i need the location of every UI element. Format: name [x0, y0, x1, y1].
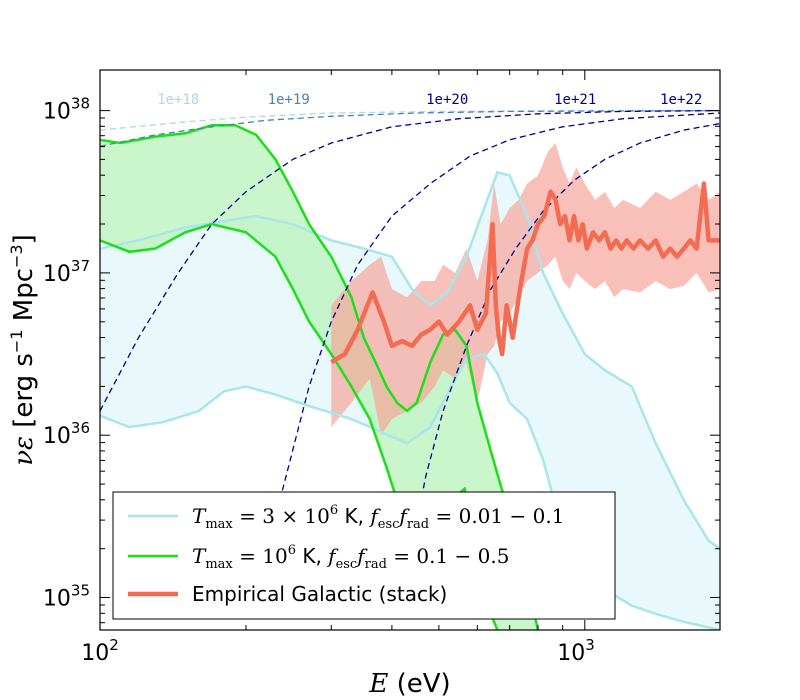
- dashed-curves: [100, 109, 720, 558]
- legend: Tmax = 3 × 106 K, fescfrad = 0.01 − 0.1 …: [112, 491, 616, 620]
- annotation-1e+21: 1e+21: [554, 92, 596, 108]
- y-tick-label-38: 1038: [43, 95, 90, 125]
- dashed-curve-1e+21: [279, 112, 720, 501]
- dashed-curve-1e+20: [100, 109, 720, 412]
- annotation-1e+22: 1e+22: [660, 92, 702, 108]
- annotation-1e+18: 1e+18: [157, 92, 199, 108]
- legend-box: [112, 491, 616, 620]
- dashed-curve-1e+19: [100, 109, 720, 147]
- red-band-fill: [331, 143, 720, 436]
- x-axis-label: E (eV): [368, 669, 450, 699]
- dashed-curve-1e+22: [408, 122, 720, 558]
- annotation-1e+20: 1e+20: [426, 92, 468, 108]
- x-tick-label-1000: 103: [557, 636, 595, 666]
- empirical-stack-line: [330, 181, 720, 365]
- plot-frame: [99, 69, 721, 631]
- green-upper-line: [100, 123, 540, 630]
- dashed-curve-annotations: 1e+18 1e+19 1e+20 1e+21 1e+22: [157, 92, 702, 108]
- y-axis-label: νε [erg s−1 Mpc−3]: [7, 234, 39, 466]
- y-tick-label-36: 1036: [43, 419, 90, 449]
- annotation-1e+19: 1e+19: [268, 92, 310, 108]
- axis-ticks: [99, 70, 720, 630]
- x-tick-label-100: 102: [81, 636, 119, 666]
- y-tick-label-35: 1035: [43, 582, 90, 612]
- legend-entry-cyan: Tmax = 3 × 106 K, fescfrad = 0.01 − 0.1: [192, 503, 564, 532]
- dashed-curve-1e+18: [100, 109, 720, 131]
- legend-entry-red: Empirical Galactic (stack): [192, 582, 447, 606]
- cyan-upper-line: [100, 170, 720, 550]
- y-tick-label-37: 1037: [43, 257, 90, 287]
